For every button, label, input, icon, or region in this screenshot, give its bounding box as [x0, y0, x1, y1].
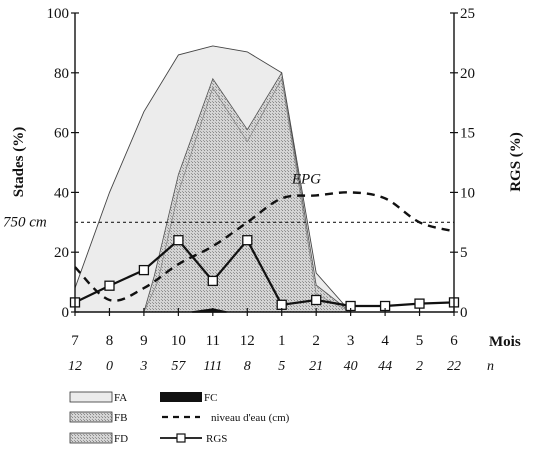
n-value-1: 5 [278, 359, 285, 374]
legend-swatch-rgs-marker [176, 433, 186, 443]
legend-swatch-fc [160, 392, 202, 402]
annotation-epg: EPG [291, 171, 321, 187]
x-tick-label-6: 6 [450, 333, 458, 349]
legend-label-fc: FC [204, 392, 217, 404]
y-tick-label-left-40: 40 [54, 185, 69, 201]
rgs-point-8 [104, 280, 115, 291]
x-tick-label-2: 2 [312, 333, 320, 349]
x-tick-label-9: 9 [140, 333, 148, 349]
y-tick-label-left-100: 100 [47, 6, 70, 22]
rgs-point-12 [242, 235, 253, 246]
y-tick-label-right-15: 15 [460, 126, 475, 142]
rgs-point-11 [207, 275, 218, 287]
legend-label-fa: FA [114, 392, 127, 404]
legend-swatch-fa [69, 391, 113, 403]
n-value-4: 44 [378, 359, 392, 374]
y-tick-label-left-0: 0 [62, 305, 70, 321]
n-value-8: 0 [106, 359, 113, 374]
legend-label-water-level: niveau d'eau (cm) [211, 412, 290, 424]
y-axis-title-left: Stades (%) [11, 127, 27, 197]
x-tick-label-7: 7 [71, 333, 79, 349]
n-value-12: 8 [244, 359, 251, 374]
annotations: 750 cm EPG [3, 171, 321, 230]
x-tick-label-12: 12 [240, 333, 255, 349]
x-tick-label-8: 8 [106, 333, 114, 349]
n-value-2: 21 [309, 359, 323, 374]
legend-swatch-fd [69, 432, 113, 444]
line-water-level [74, 191, 455, 302]
x-tick-label-1: 1 [278, 333, 286, 349]
n-value-10: 57 [171, 359, 186, 374]
n-axis-label: n [487, 359, 494, 374]
x-tick-label-3: 3 [347, 333, 355, 349]
rgs-point-2 [311, 294, 322, 306]
legend: FA FC FB niveau d'eau (cm) FD RGS [69, 391, 290, 445]
legend-swatch-fb [69, 411, 113, 423]
x-tick-label-10: 10 [171, 333, 186, 349]
rgs-point-9 [138, 264, 150, 276]
x-axis-title: Mois [489, 334, 521, 350]
y-tick-label-right-10: 10 [460, 185, 475, 201]
n-value-11: 111 [203, 359, 222, 374]
line-rgs [74, 238, 455, 308]
rgs-point-1 [276, 299, 287, 310]
legend-label-fd: FD [114, 433, 128, 445]
y-tick-label-right-0: 0 [460, 305, 468, 321]
annotation-750cm: 750 cm [3, 214, 47, 230]
rgs-point-10 [173, 235, 184, 246]
n-value-3: 40 [344, 359, 358, 374]
y-tick-label-right-20: 20 [460, 66, 475, 82]
legend-label-fb: FB [114, 412, 127, 424]
y-tick-label-right-5: 5 [460, 245, 468, 261]
x-tick-label-5: 5 [416, 333, 424, 349]
n-value-9: 3 [139, 359, 147, 374]
x-tick-label-4: 4 [381, 333, 389, 349]
n-value-5: 2 [416, 359, 423, 374]
y-tick-label-left-20: 20 [54, 245, 69, 261]
y-tick-label-left-80: 80 [54, 66, 69, 82]
rgs-point-5 [414, 298, 425, 309]
y-axis-title-right: RGS (%) [508, 132, 524, 192]
area-layer [74, 45, 352, 313]
legend-label-rgs: RGS [206, 433, 227, 445]
n-value-6: 22 [447, 359, 461, 374]
n-value-7: 12 [68, 359, 82, 374]
x-tick-label-11: 11 [206, 333, 220, 349]
y-tick-label-right-25: 25 [460, 6, 475, 22]
y-tick-label-left-60: 60 [54, 126, 69, 142]
axes: 0204060801000510152025712809310571111112… [47, 6, 476, 374]
